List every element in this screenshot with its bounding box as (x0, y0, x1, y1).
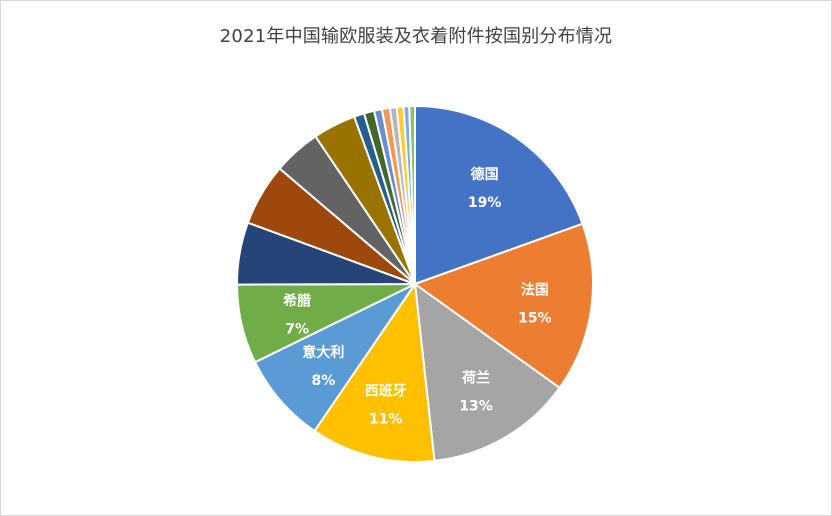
slice-label-percent: 7% (285, 321, 309, 337)
slice-label-percent: 11% (369, 411, 403, 427)
pie-slice-意大利 (253, 281, 418, 433)
slice-label-name: 法国 (521, 282, 549, 299)
slice-label-percent: 13% (459, 398, 493, 414)
slice-label-percent: 19% (468, 195, 502, 211)
slice-label-name: 意大利 (302, 344, 344, 361)
pie-slice-西班牙 (313, 281, 436, 463)
slice-label-name: 希腊 (283, 292, 311, 309)
slice-label-percent: 15% (518, 311, 552, 327)
slice-label-name: 德国 (471, 166, 499, 183)
pie-slice-荷兰 (413, 281, 562, 463)
slice-label-name: 荷兰 (461, 369, 490, 386)
chart-title: 2021年中国输欧服装及衣着附件按国别分布情况 (219, 26, 613, 47)
pie-slice-17 (408, 104, 416, 285)
slice-label-percent: 8% (312, 373, 336, 389)
pie-slice-德国 (414, 104, 584, 286)
slice-label-name: 西班牙 (365, 382, 407, 399)
pie-slice-法国 (412, 222, 594, 390)
